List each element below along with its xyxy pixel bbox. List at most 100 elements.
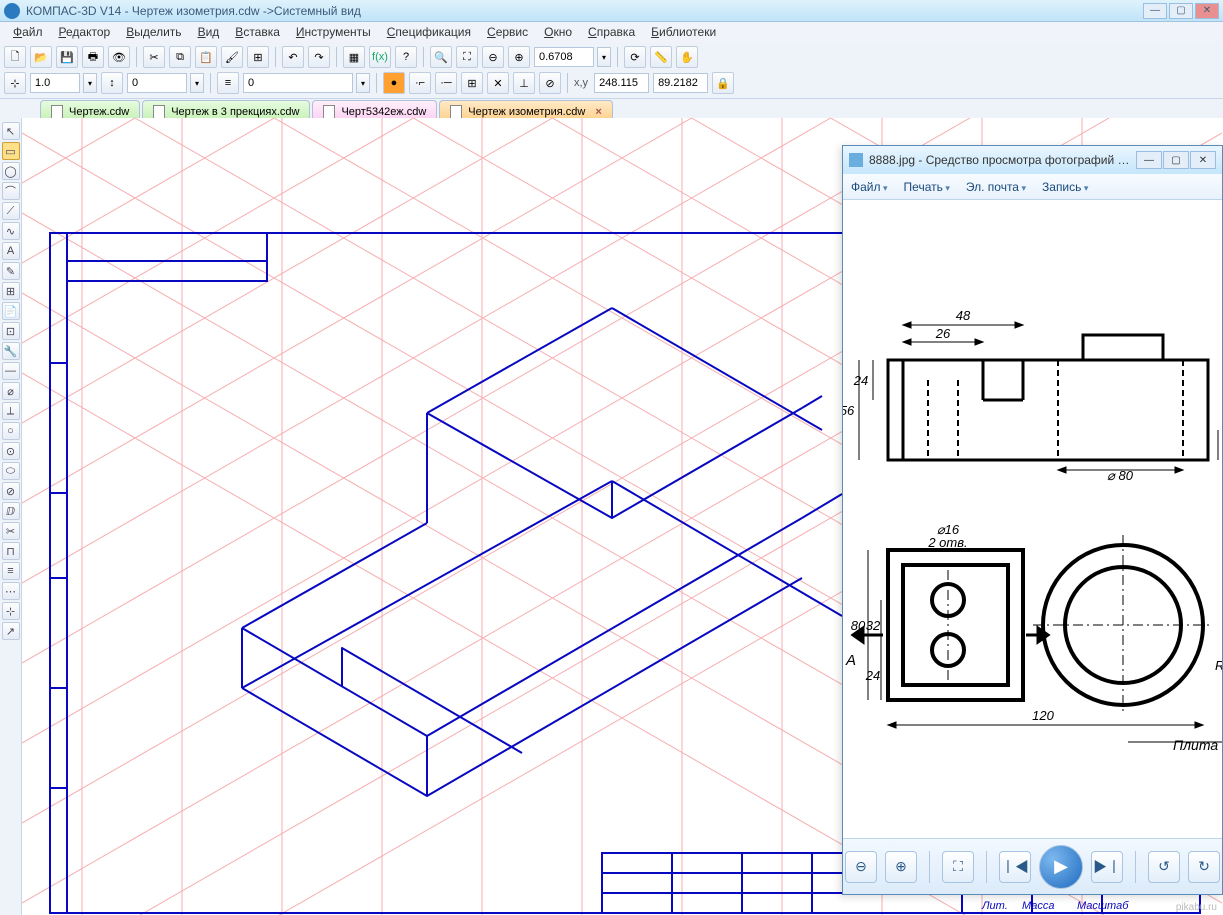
left-tool-16[interactable]: ⊙ xyxy=(2,442,20,460)
left-tool-15[interactable]: ○ xyxy=(2,422,20,440)
coord-y-input[interactable] xyxy=(653,73,708,93)
left-tool-7[interactable]: ✎ xyxy=(2,262,20,280)
layer-dropdown[interactable]: ▾ xyxy=(356,73,370,93)
left-tool-24[interactable]: ⊹ xyxy=(2,602,20,620)
left-tool-13[interactable]: ⌀ xyxy=(2,382,20,400)
maximize-button[interactable]: ▢ xyxy=(1169,3,1193,19)
line-width-input[interactable] xyxy=(30,73,80,93)
pv-maximize-button[interactable]: ▢ xyxy=(1163,151,1189,169)
layer-icon[interactable]: ≡ xyxy=(217,72,239,94)
snap-end-button[interactable]: ·⌐ xyxy=(409,72,431,94)
linewidth-dropdown[interactable]: ▾ xyxy=(83,73,97,93)
left-tool-10[interactable]: ⊡ xyxy=(2,322,20,340)
pv-menu-Эл. почта[interactable]: Эл. почта xyxy=(966,180,1026,194)
menu-вид[interactable]: Вид xyxy=(191,23,227,41)
left-tool-22[interactable]: ≡ xyxy=(2,562,20,580)
menu-библиотеки[interactable]: Библиотеки xyxy=(644,23,723,41)
props-button[interactable]: ⊞ xyxy=(247,46,269,68)
tab-close-button[interactable]: × xyxy=(595,106,601,118)
zoom-fit-button[interactable]: ⛶ xyxy=(456,46,478,68)
coord-x-input[interactable] xyxy=(594,73,649,93)
pv-rotate-cw-button[interactable]: ↻ xyxy=(1188,851,1220,883)
left-tool-25[interactable]: ↗ xyxy=(2,622,20,640)
left-tool-4[interactable]: ⟋ xyxy=(2,202,20,220)
refresh-button[interactable]: ⟳ xyxy=(624,46,646,68)
snap-tan-button[interactable]: ⊘ xyxy=(539,72,561,94)
zoom-out-button[interactable]: ⊖ xyxy=(482,46,504,68)
left-tool-0[interactable]: ↖ xyxy=(2,122,20,140)
photoviewer-window[interactable]: 8888.jpg - Средство просмотра фотографий… xyxy=(842,145,1223,895)
pv-menu-Запись[interactable]: Запись xyxy=(1042,180,1088,194)
pv-rotate-ccw-button[interactable]: ↺ xyxy=(1148,851,1180,883)
pv-next-button[interactable]: ▶丨 xyxy=(1091,851,1123,883)
pv-menu-Файл[interactable]: Файл xyxy=(851,180,888,194)
close-button[interactable]: ✕ xyxy=(1195,3,1219,19)
menu-спецификация[interactable]: Спецификация xyxy=(380,23,478,41)
open-button[interactable]: 📂 xyxy=(30,46,52,68)
snap-grid-button[interactable]: ⊞ xyxy=(461,72,483,94)
snap-mid-button[interactable]: ·─ xyxy=(435,72,457,94)
left-tool-8[interactable]: ⊞ xyxy=(2,282,20,300)
pv-minimize-button[interactable]: — xyxy=(1136,151,1162,169)
zoom-button[interactable]: 🔍 xyxy=(430,46,452,68)
zoom-value-input[interactable] xyxy=(534,47,594,67)
help-icon[interactable]: ? xyxy=(395,46,417,68)
pv-slideshow-button[interactable]: ▶ xyxy=(1039,845,1083,889)
pv-zoom-in-button[interactable]: ⊕ xyxy=(885,851,917,883)
step-dropdown[interactable]: ▾ xyxy=(190,73,204,93)
menu-справка[interactable]: Справка xyxy=(581,23,642,41)
preview-button[interactable]: 👁 xyxy=(108,46,130,68)
menu-редактор[interactable]: Редактор xyxy=(52,23,118,41)
cut-button[interactable]: ✂ xyxy=(143,46,165,68)
print-button[interactable]: 🖶 xyxy=(82,46,104,68)
left-tool-19[interactable]: ⅅ xyxy=(2,502,20,520)
coord-lock-button[interactable]: 🔒 xyxy=(712,72,734,94)
minimize-button[interactable]: — xyxy=(1143,3,1167,19)
step-input[interactable] xyxy=(127,73,187,93)
zoom-in-button[interactable]: ⊕ xyxy=(508,46,530,68)
snap-perp-button[interactable]: ⊥ xyxy=(513,72,535,94)
color-button[interactable]: ● xyxy=(383,72,405,94)
measure-button[interactable]: 📏 xyxy=(650,46,672,68)
snap-button[interactable]: ⊹ xyxy=(4,72,26,94)
new-button[interactable]: 🗋 xyxy=(4,46,26,68)
copy-button[interactable]: ⧉ xyxy=(169,46,191,68)
left-tool-23[interactable]: ⋯ xyxy=(2,582,20,600)
photoviewer-titlebar[interactable]: 8888.jpg - Средство просмотра фотографий… xyxy=(843,146,1222,174)
pv-prev-button[interactable]: 丨◀ xyxy=(999,851,1031,883)
left-tool-9[interactable]: 📄 xyxy=(2,302,20,320)
snap-int-button[interactable]: ✕ xyxy=(487,72,509,94)
menu-файл[interactable]: Файл xyxy=(6,23,50,41)
pv-menu-Печать[interactable]: Печать xyxy=(904,180,950,194)
fx-button[interactable]: f(x) xyxy=(369,46,391,68)
undo-button[interactable]: ↶ xyxy=(282,46,304,68)
left-tool-12[interactable]: — xyxy=(2,362,20,380)
step-button[interactable]: ↕ xyxy=(101,72,123,94)
left-tool-1[interactable]: ▭ xyxy=(2,142,20,160)
redo-button[interactable]: ↷ xyxy=(308,46,330,68)
pv-zoom-out-button[interactable]: ⊖ xyxy=(845,851,877,883)
menu-сервис[interactable]: Сервис xyxy=(480,23,535,41)
left-tool-14[interactable]: ⟂ xyxy=(2,402,20,420)
left-tool-21[interactable]: ⊓ xyxy=(2,542,20,560)
left-tool-3[interactable]: ⌒ xyxy=(2,182,20,200)
left-tool-17[interactable]: ⬭ xyxy=(2,462,20,480)
left-tool-11[interactable]: 🔧 xyxy=(2,342,20,360)
left-tool-2[interactable]: ◯ xyxy=(2,162,20,180)
left-tool-6[interactable]: A xyxy=(2,242,20,260)
zoom-dropdown[interactable]: ▾ xyxy=(597,47,611,67)
left-tool-18[interactable]: ⊘ xyxy=(2,482,20,500)
left-tool-5[interactable]: ∿ xyxy=(2,222,20,240)
pv-close-button[interactable]: ✕ xyxy=(1190,151,1216,169)
menu-выделить[interactable]: Выделить xyxy=(119,23,188,41)
menu-инструменты[interactable]: Инструменты xyxy=(289,23,378,41)
brush-button[interactable]: 🖌 xyxy=(221,46,243,68)
pan-button[interactable]: ✋ xyxy=(676,46,698,68)
menu-окно[interactable]: Окно xyxy=(537,23,579,41)
pv-fit-button[interactable]: ⛶ xyxy=(942,851,974,883)
paste-button[interactable]: 📋 xyxy=(195,46,217,68)
save-button[interactable]: 💾 xyxy=(56,46,78,68)
layer-input[interactable] xyxy=(243,73,353,93)
grid-button[interactable]: ▦ xyxy=(343,46,365,68)
left-tool-20[interactable]: ✂ xyxy=(2,522,20,540)
